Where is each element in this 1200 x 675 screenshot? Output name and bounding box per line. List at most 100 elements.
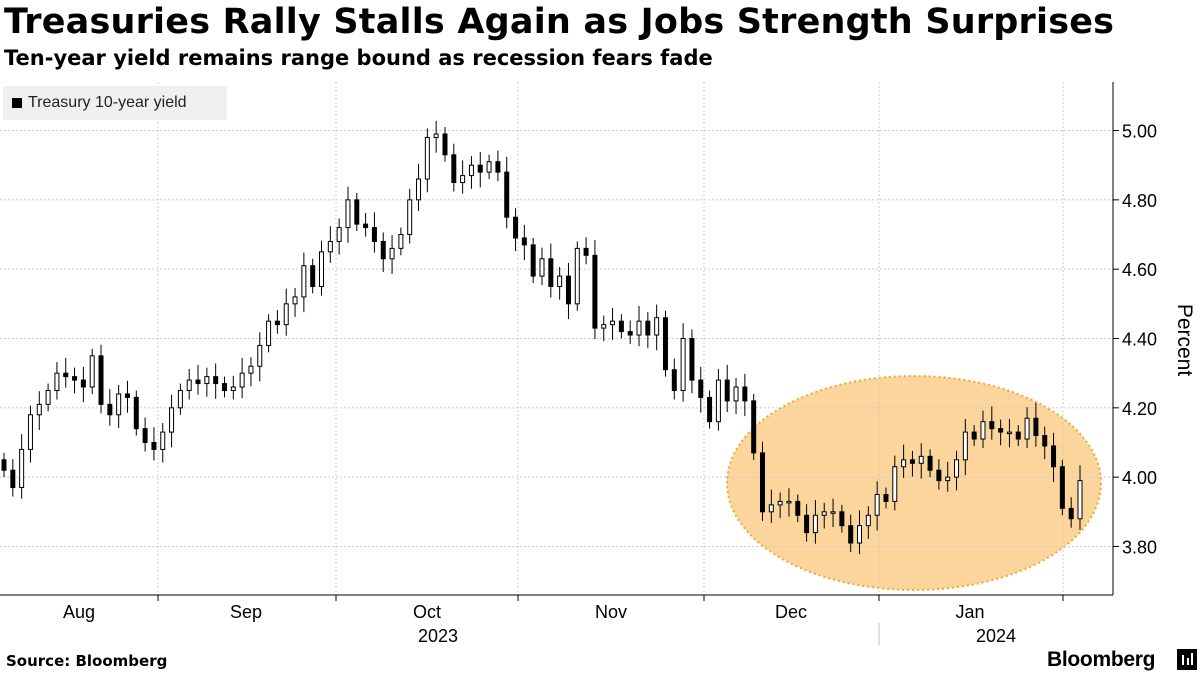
x-year-label: 2024 [976, 626, 1016, 646]
candle-body [80, 379, 86, 388]
candle-body [1, 459, 7, 471]
candle-body [230, 386, 236, 391]
candle-body [768, 504, 774, 513]
legend-swatch [12, 98, 22, 108]
candle-body [680, 338, 686, 391]
candle-body [274, 320, 280, 326]
candle-body [319, 251, 325, 288]
y-axis-title: Percent [1173, 304, 1196, 377]
candle-body [521, 237, 527, 246]
candle-body [477, 164, 483, 173]
candle-body [883, 493, 889, 502]
candle-body [548, 258, 554, 288]
candle-body [830, 511, 836, 514]
candle-body [610, 320, 616, 326]
candle-body [804, 514, 810, 534]
candle-body [345, 199, 351, 229]
candle-body [424, 136, 430, 180]
candle-body [927, 455, 933, 471]
x-year-label: 2023 [418, 626, 458, 646]
candle-body [892, 466, 898, 502]
y-tick-label: 4.40 [1122, 330, 1157, 350]
candle-body [160, 431, 166, 450]
candle-body [698, 379, 704, 398]
candle-body [936, 469, 942, 482]
y-tick-label: 4.60 [1122, 260, 1157, 280]
candle-body [504, 171, 510, 218]
candle-body [486, 161, 492, 173]
candle-body [980, 421, 986, 440]
candle-body [460, 175, 466, 184]
candle-body [971, 431, 977, 440]
candle-body [301, 265, 307, 298]
candle-body [759, 452, 765, 513]
candle-body [557, 275, 563, 288]
candle-body [442, 133, 448, 156]
candle-body [583, 247, 589, 256]
candle-body [257, 344, 263, 367]
candle-body [821, 511, 827, 516]
candle-body [239, 372, 245, 388]
x-month-label: Nov [595, 602, 627, 622]
candle-body [724, 379, 730, 402]
candle-body [186, 379, 192, 391]
candle-body [36, 403, 42, 416]
candle-body [733, 386, 739, 402]
candle-body [292, 296, 298, 305]
candle-body [565, 275, 571, 305]
candle-body [27, 414, 33, 450]
candle-body [954, 459, 960, 478]
candle-body [195, 379, 201, 385]
candle-body [354, 199, 360, 225]
candle-body [1033, 417, 1039, 437]
candle-body [1024, 417, 1030, 440]
candle-body [662, 317, 668, 371]
candle-body [1068, 507, 1074, 520]
chart-title: Treasuries Rally Stalls Again as Jobs St… [4, 2, 1115, 42]
candle-body [786, 500, 792, 504]
candle-body [1077, 480, 1083, 520]
highlight-ellipse [726, 375, 1102, 591]
candle-body [266, 320, 272, 346]
candle-body [1051, 445, 1057, 468]
candle-body [636, 320, 642, 336]
candle-body [468, 164, 474, 177]
candle-body [1042, 435, 1048, 447]
x-month-label: Sep [230, 602, 262, 622]
candle-body [177, 389, 183, 409]
candle-body [98, 355, 104, 405]
candle-body [169, 407, 175, 433]
candle-body [645, 320, 651, 336]
x-month-label: Jan [955, 602, 984, 622]
x-month-label: Dec [775, 602, 807, 622]
legend-label: Treasury 10-year yield [28, 94, 187, 111]
candle-body [213, 376, 219, 385]
candle-body [124, 393, 130, 398]
source-note: Source: Bloomberg [6, 652, 168, 670]
candle-body [451, 154, 457, 184]
candle-body [601, 324, 607, 329]
candle-body [45, 389, 51, 405]
candle-body [327, 240, 333, 253]
x-month-label: Oct [413, 602, 441, 622]
chart-subtitle: Ten-year yield remains range bound as re… [4, 46, 713, 70]
candle-body [283, 303, 289, 326]
candle-body [1015, 431, 1021, 440]
candle-body [962, 431, 968, 461]
candle-body [574, 247, 580, 305]
candle-body [618, 320, 624, 333]
candle-body [751, 400, 757, 454]
candle-body [865, 514, 871, 527]
candle-body [857, 525, 863, 544]
x-month-label: Aug [63, 602, 95, 622]
y-tick-label: 3.80 [1122, 537, 1157, 557]
y-tick-label: 5.00 [1122, 122, 1157, 142]
candle-body [371, 227, 377, 242]
candle-body [398, 234, 404, 249]
candle-body [221, 383, 227, 391]
candle-body [151, 441, 157, 450]
candle-body [204, 376, 210, 385]
candle-body [133, 396, 139, 430]
brand-logo-text: Bloomberg [1047, 648, 1156, 671]
